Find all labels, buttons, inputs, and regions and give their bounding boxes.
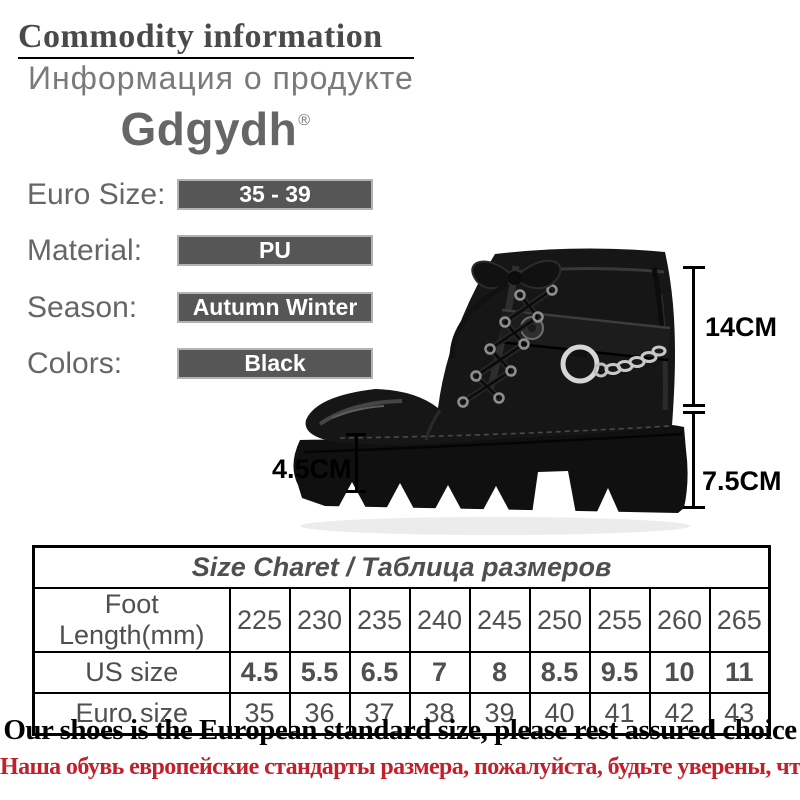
boot-chain (560, 344, 667, 384)
row-label-us-size: US size (32, 651, 231, 694)
boot-sole (293, 423, 688, 513)
page-title: Commodity information (18, 18, 383, 55)
row-label-foot-length: Foot Length(mm) (32, 587, 231, 653)
foot-length-cell: 265 (708, 587, 771, 653)
us-size-cell: 9.5 (588, 651, 651, 694)
foot-length-cell: 240 (408, 587, 471, 653)
euro-size-cell: 40 (528, 692, 591, 736)
us-size-cell: 8.5 (528, 651, 591, 694)
foot-length-cell: 250 (528, 587, 591, 653)
foot-length-cell: 230 (288, 587, 351, 653)
us-size-cell: 6.5 (348, 651, 411, 694)
foot-length-cell: 245 (468, 587, 531, 653)
footer-note-ru: Наша обувь европейские стандарты размера… (0, 754, 800, 780)
boot-eyelets (457, 284, 558, 408)
euro-size-row: Euro size 35 36 37 38 39 40 41 42 43 (32, 692, 771, 736)
us-size-cell: 5.5 (288, 651, 351, 694)
spec-label-euro-size: Euro Size: (27, 178, 166, 211)
brand-block: Gdgydh® (0, 102, 430, 156)
foot-length-cell: 235 (348, 587, 411, 653)
size-chart-title: Size Charet / Таблица размеров (32, 545, 771, 589)
us-size-cell: 11 (708, 651, 771, 694)
spec-label-colors: Colors: (27, 347, 123, 380)
boot-laces (449, 259, 562, 408)
spec-value-material: PU (177, 235, 373, 266)
spec-value-colors: Black (177, 348, 373, 379)
product-photo-boot (293, 248, 690, 535)
shaft-height-label: 14CM (705, 312, 778, 342)
foot-length-cell: 225 (228, 587, 291, 653)
registered-trademark-icon: ® (298, 111, 311, 129)
us-size-cell: 4.5 (228, 651, 291, 694)
spec-value-season: Autumn Winter (177, 292, 373, 323)
size-chart-title-row: Size Charet / Таблица размеров (32, 545, 771, 589)
euro-size-cell: 42 (648, 692, 711, 736)
size-chart-table: Size Charet / Таблица размеров Foot Leng… (32, 545, 771, 736)
spec-label-material: Material: (27, 234, 143, 267)
spec-label-season: Season: (27, 291, 138, 324)
euro-size-cell: 35 (228, 692, 291, 736)
euro-size-cell: 43 (708, 692, 771, 736)
us-size-cell: 8 (468, 651, 531, 694)
foot-length-row: Foot Length(mm) 225 230 235 240 245 250 … (32, 587, 771, 653)
euro-size-cell: 38 (408, 692, 471, 736)
spec-value-euro-size: 35 - 39 (177, 179, 373, 210)
us-size-cell: 10 (648, 651, 711, 694)
foot-length-cell: 260 (648, 587, 711, 653)
euro-size-cell: 37 (348, 692, 411, 736)
us-size-row: US size 4.5 5.5 6.5 7 8 8.5 9.5 10 11 (32, 651, 771, 694)
brand-logo-text: Gdgydh® (120, 103, 311, 155)
title-underline (18, 57, 414, 59)
page-subtitle-ru: Информация о продукте (28, 60, 414, 96)
front-platform-label: 4.5CM (272, 454, 352, 484)
us-size-cell: 7 (408, 651, 471, 694)
row-label-euro-size: Euro size (32, 692, 231, 736)
foot-length-cell: 255 (588, 587, 651, 653)
euro-size-cell: 41 (588, 692, 651, 736)
heel-height-label: 7.5CM (702, 466, 782, 496)
boot-shadow (300, 517, 690, 535)
euro-size-cell: 36 (288, 692, 351, 736)
euro-size-cell: 39 (468, 692, 531, 736)
footer-note-en: Our shoes is the European standard size,… (3, 714, 797, 746)
